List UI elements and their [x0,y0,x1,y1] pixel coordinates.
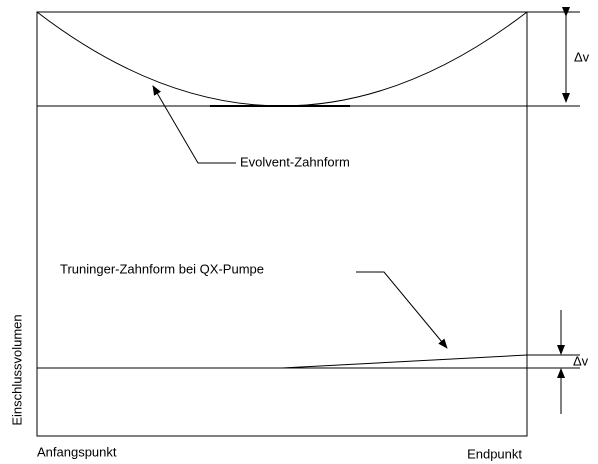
x-end-label: Endpunkt [467,446,522,461]
truninger-curve [281,354,528,369]
delta-label: Δv [574,49,590,64]
frame [36,11,528,437]
leader-arrow [356,271,448,349]
curve-label: Evolvent-Zahnform [240,154,350,169]
curve-label: Truninger-Zahnform bei QX-Pumpe [60,261,264,276]
delta-label: Δv [573,353,589,368]
y-axis-label: Einschlussvolumen [9,314,24,425]
leader-arrow [152,85,236,164]
x-start-label: Anfangspunkt [37,444,117,459]
evolvent-curve [36,11,528,107]
